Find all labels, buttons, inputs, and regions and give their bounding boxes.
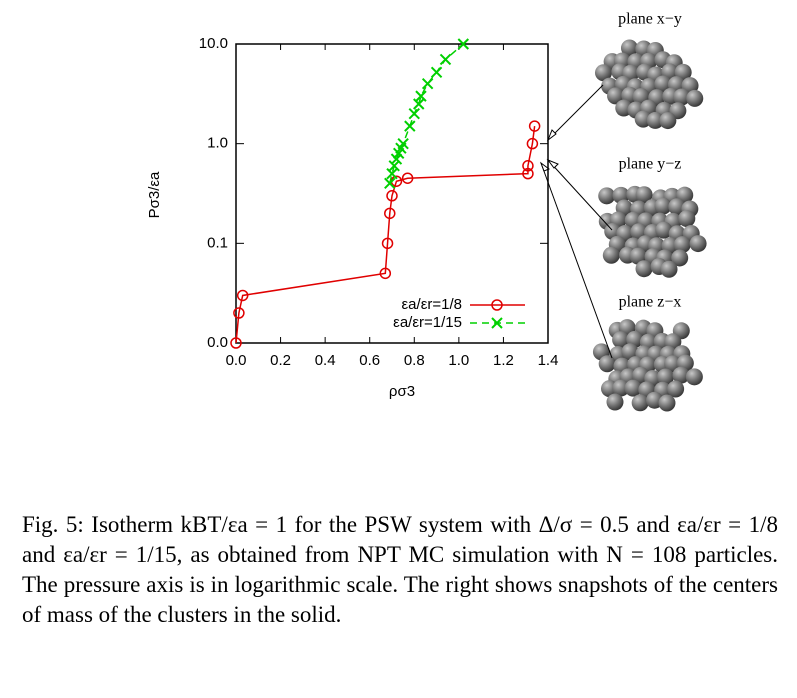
data-point xyxy=(384,207,396,220)
y-tick-label: 0.0 xyxy=(207,334,228,351)
x-tick-label: 1.0 xyxy=(448,352,469,369)
sphere xyxy=(672,366,690,384)
sphere xyxy=(659,112,677,130)
data-point xyxy=(408,107,420,120)
sphere xyxy=(668,198,686,216)
data-point xyxy=(404,120,416,132)
data-point xyxy=(439,53,452,66)
sphere xyxy=(654,197,672,215)
sphere xyxy=(671,249,689,267)
data-point xyxy=(526,137,539,150)
snapshots xyxy=(592,39,707,412)
y-tick-label: 10.0 xyxy=(199,35,228,52)
legend-label: εa/εr=1/15 xyxy=(393,314,462,331)
data-point xyxy=(413,98,425,110)
sphere xyxy=(685,368,703,386)
sphere xyxy=(673,236,691,254)
sphere xyxy=(646,111,664,129)
data-point xyxy=(421,77,434,90)
sphere xyxy=(686,89,704,107)
sphere xyxy=(612,379,630,397)
x-tick-label: 1.4 xyxy=(538,352,559,369)
snapshot-label: plane y−z xyxy=(619,156,682,173)
data-point xyxy=(522,167,534,180)
y-axis-label: Pσ3/εa xyxy=(146,171,163,218)
x-tick-label: 1.2 xyxy=(493,352,514,369)
plot-frame xyxy=(235,43,549,344)
x-tick-label: 0.8 xyxy=(404,352,425,369)
sphere xyxy=(678,210,696,228)
data-point xyxy=(386,167,398,180)
sphere xyxy=(631,394,649,412)
data-point xyxy=(528,120,541,132)
y-tick-label: 1.0 xyxy=(207,135,228,152)
data-point xyxy=(522,160,534,172)
sphere xyxy=(598,355,616,373)
sphere xyxy=(602,246,620,264)
data-point xyxy=(230,337,242,349)
sphere xyxy=(660,260,678,278)
sphere xyxy=(658,394,676,412)
sphere xyxy=(612,331,630,349)
x-tick-label: 0.0 xyxy=(226,352,247,369)
data-point xyxy=(430,66,443,79)
sphere xyxy=(654,75,672,93)
data-point xyxy=(233,307,245,319)
legend-label: εa/εr=1/8 xyxy=(402,296,463,313)
figure: plane x−y plane y−z plane z−x ρσ3 Pσ3/εa… xyxy=(146,11,707,412)
data-point xyxy=(386,190,398,202)
sphere xyxy=(689,235,707,253)
data-point xyxy=(457,38,470,50)
data-point xyxy=(384,177,396,190)
sphere xyxy=(606,393,624,411)
y-tick-label: 0.1 xyxy=(207,234,228,251)
data-point xyxy=(397,137,409,150)
data-point xyxy=(381,237,394,250)
sphere xyxy=(635,186,653,204)
sphere xyxy=(598,187,616,205)
data-point xyxy=(415,90,427,102)
data-point xyxy=(379,267,392,280)
data-point xyxy=(388,160,400,172)
x-axis-label: ρσ3 xyxy=(389,383,415,400)
x-tick-label: 0.2 xyxy=(270,352,291,369)
data-point xyxy=(236,289,249,302)
snapshot-label: plane z−x xyxy=(619,294,682,311)
sphere xyxy=(621,343,639,361)
sphere xyxy=(635,260,653,278)
sphere xyxy=(620,39,638,57)
x-tick-label: 0.4 xyxy=(315,352,336,369)
arrows xyxy=(539,84,613,359)
sphere xyxy=(607,87,625,105)
sphere xyxy=(667,380,685,398)
sphere xyxy=(594,64,612,82)
legend-marker xyxy=(491,317,503,329)
sphere xyxy=(657,368,675,386)
snapshot-label: plane x−y xyxy=(618,11,682,28)
sphere xyxy=(655,221,673,239)
legend-marker xyxy=(491,299,503,311)
x-tick-label: 0.6 xyxy=(359,352,380,369)
data-point xyxy=(401,172,414,184)
sphere xyxy=(624,379,642,397)
caption: Fig. 5: Isotherm kBT/εa = 1 for the PSW … xyxy=(22,512,778,627)
sphere xyxy=(673,88,691,106)
series-line xyxy=(235,126,536,344)
